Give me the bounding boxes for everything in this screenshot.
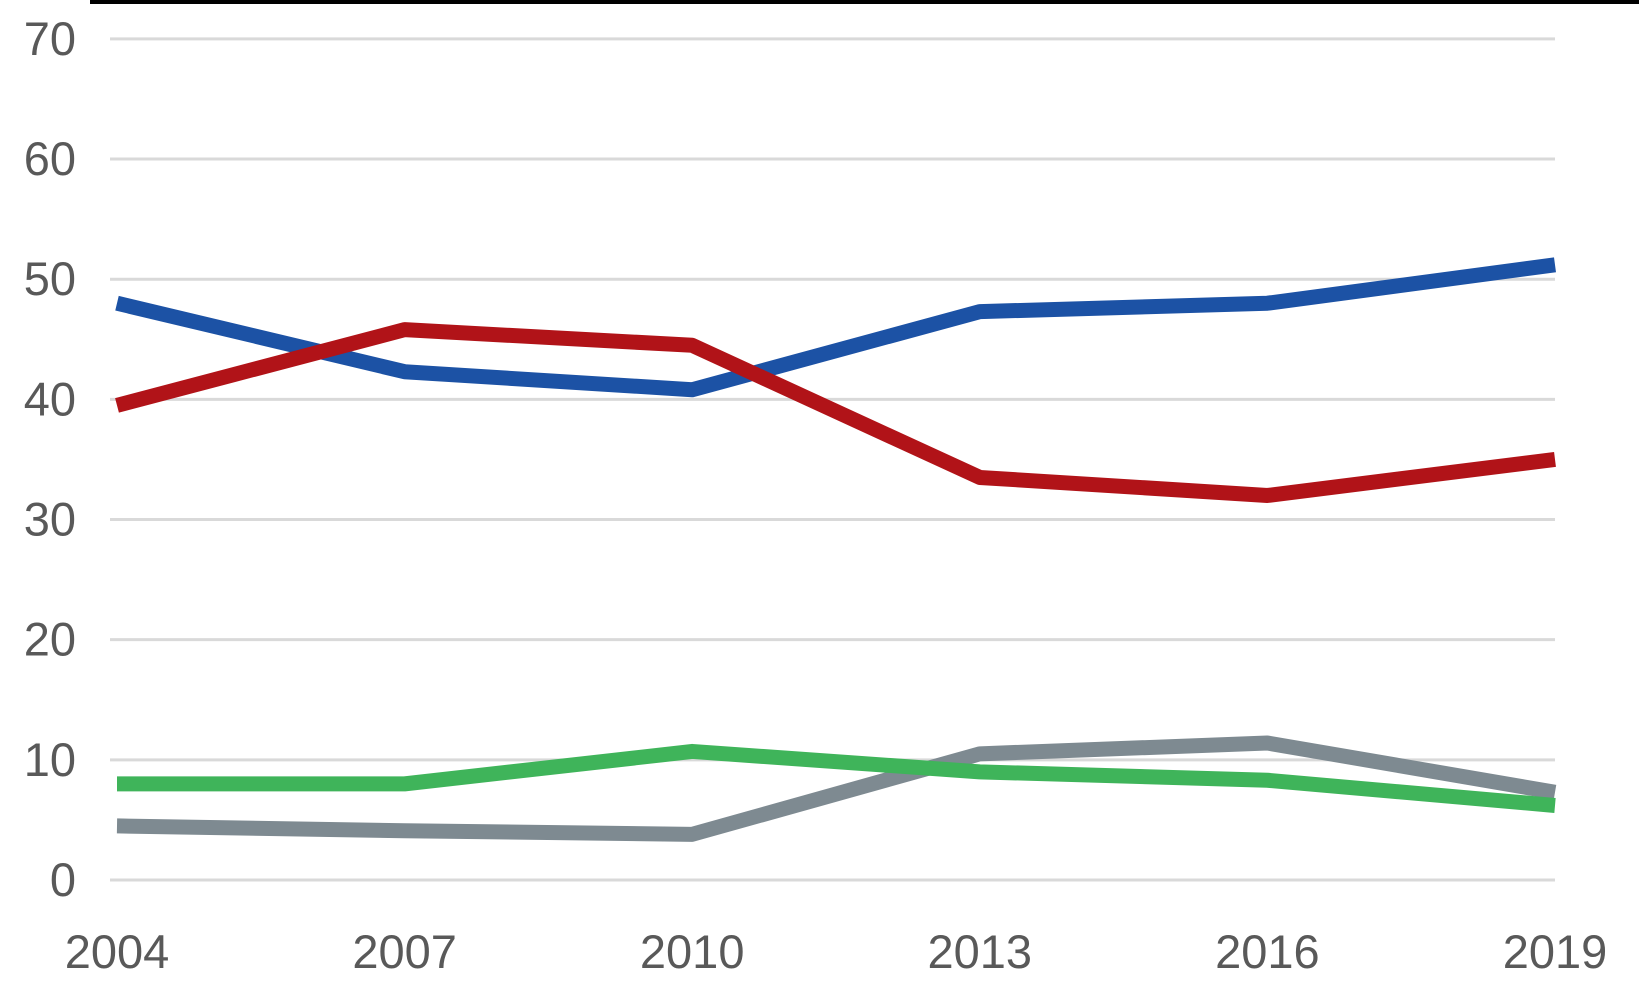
gridlines [110,37,1555,882]
y-tick-label: 70 [24,12,76,65]
gray-line [116,735,1557,842]
red-line [115,322,1556,503]
y-tick-label: 20 [24,613,76,666]
plot-series [115,257,1557,842]
y-tick-label: 10 [24,733,76,786]
y-tick-label: 40 [24,372,76,425]
y-tick-label: 50 [24,252,76,305]
top-edge-artifact-bar [90,0,1639,4]
x-tick-label: 2004 [65,925,170,978]
y-axis-tick-labels: 0 10 20 30 40 50 60 70 [24,12,76,906]
blue-line [115,257,1556,398]
y-tick-label: 30 [24,493,76,546]
y-tick-label: 60 [24,132,76,185]
x-tick-label: 2013 [928,925,1033,978]
x-tick-label: 2010 [640,925,745,978]
y-tick-label: 0 [50,853,76,906]
x-axis-tick-labels: 2004 2007 2010 2013 2016 2019 [65,925,1608,978]
x-tick-label: 2019 [1503,925,1608,978]
green-line [117,743,1556,813]
x-tick-label: 2007 [352,925,457,978]
x-tick-label: 2016 [1215,925,1320,978]
